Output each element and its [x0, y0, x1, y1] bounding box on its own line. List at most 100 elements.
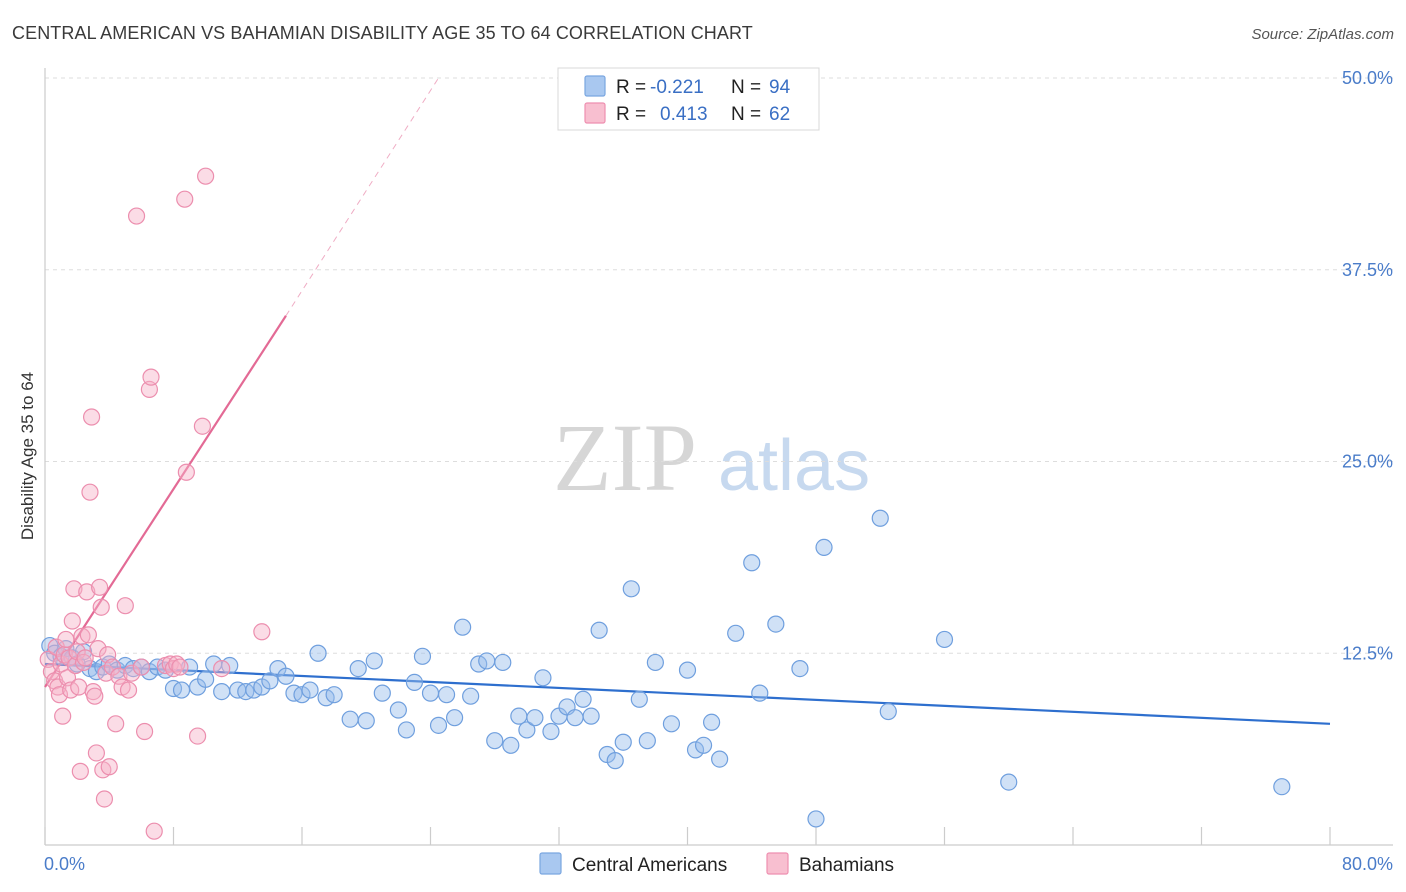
central-americans-point-36 — [309, 644, 327, 662]
bahamians-point-43 — [123, 664, 141, 682]
bahamians-point-22 — [78, 583, 96, 601]
legend-swatch-bahamians — [584, 102, 606, 124]
series-central-americans-points — [41, 509, 1291, 828]
bahamians-point-21 — [76, 649, 94, 667]
bahamians-point-36 — [100, 758, 118, 776]
bahamians-point-5 — [50, 686, 69, 704]
legend-r-label-bahamians: R = — [616, 104, 646, 125]
central-americans-point-51 — [445, 709, 464, 727]
central-americans-point-71 — [606, 752, 624, 770]
axes — [44, 68, 1393, 846]
bahamians-point-52 — [164, 659, 183, 678]
bahamians-point-13 — [63, 612, 81, 630]
trend-lines — [44, 77, 1331, 725]
bahamians-point-14 — [65, 580, 83, 598]
central-americans-point-19 — [172, 681, 191, 699]
central-americans-point-43 — [373, 684, 391, 702]
central-americans-point-50 — [437, 686, 456, 704]
central-americans-point-86 — [767, 615, 785, 633]
central-americans-point-35 — [301, 681, 319, 699]
series-legend-label-bahamians: Bahamians — [799, 855, 894, 876]
central-americans-point-55 — [478, 652, 496, 670]
zipatlas-watermark: ZIP atlas — [553, 404, 870, 511]
bahamians-point-41 — [116, 597, 134, 615]
central-americans-point-46 — [405, 673, 424, 691]
bahamians-point-60 — [213, 659, 231, 678]
gridlines — [45, 77, 1393, 654]
central-americans-point-85 — [751, 684, 769, 702]
central-americans-point-75 — [638, 732, 656, 750]
central-americans-point-84 — [743, 554, 761, 572]
central-americans-point-78 — [678, 661, 697, 679]
series-legend: Central Americans Bahamians — [539, 852, 894, 876]
trendline-central-americans — [44, 662, 1331, 725]
bahamians-point-48 — [142, 368, 160, 386]
bahamians-point-9 — [57, 630, 75, 649]
central-americans-point-61 — [526, 709, 544, 727]
central-americans-point-82 — [711, 750, 729, 768]
bahamians-point-25 — [82, 408, 101, 426]
central-americans-point-94 — [1273, 778, 1291, 796]
bahamians-point-47 — [140, 380, 159, 399]
y-axis-tick-labels: 12.5% 25.0% 37.5% 50.0% — [1342, 68, 1393, 663]
central-americans-point-87 — [791, 659, 809, 678]
central-americans-point-41 — [357, 712, 375, 730]
central-americans-point-69 — [590, 621, 608, 639]
x-tick-label-0: 0.0% — [44, 854, 85, 874]
y-axis-label: Disability Age 35 to 64 — [18, 372, 37, 540]
series-legend-swatch-bahamians — [766, 852, 789, 875]
central-americans-point-56 — [486, 732, 504, 750]
bahamians-point-42 — [119, 681, 138, 699]
central-americans-point-52 — [454, 618, 472, 636]
bahamians-point-57 — [188, 727, 207, 745]
central-americans-point-42 — [365, 652, 383, 670]
correlation-legend: R = -0.221 N = 94 R = 0.413 N = 62 — [557, 67, 820, 131]
legend-n-label-bahamians: N = — [731, 104, 761, 125]
bahamians-point-23 — [79, 626, 97, 644]
central-americans-point-45 — [397, 721, 416, 739]
series-bahamians-points — [39, 167, 271, 840]
bahamians-point-39 — [110, 667, 128, 685]
central-americans-point-57 — [494, 653, 512, 672]
central-americans-point-77 — [662, 715, 681, 733]
trendline-bahamians-extension — [285, 77, 439, 317]
bahamians-point-34 — [97, 664, 115, 682]
bahamians-point-30 — [91, 578, 109, 596]
trendline-bahamians — [44, 315, 287, 688]
central-americans-point-72 — [614, 733, 632, 751]
legend-r-value-central-americans: -0.221 — [650, 77, 704, 98]
legend-r-value-bahamians: 0.413 — [660, 104, 708, 125]
central-americans-point-90 — [871, 509, 889, 527]
bahamians-point-7 — [54, 707, 72, 725]
central-americans-point-67 — [574, 690, 592, 708]
central-americans-point-62 — [534, 669, 552, 687]
bahamians-point-44 — [127, 207, 146, 225]
central-americans-point-24 — [213, 682, 231, 701]
central-americans-point-30 — [261, 672, 279, 690]
bahamians-point-55 — [176, 190, 194, 208]
central-americans-point-47 — [413, 647, 432, 665]
central-americans-point-68 — [582, 707, 600, 725]
bahamians-point-61 — [253, 623, 271, 641]
y-tick-label-0: 12.5% — [1342, 643, 1393, 663]
central-americans-point-80 — [694, 736, 713, 754]
bahamians-point-58 — [193, 417, 212, 435]
central-americans-point-58 — [502, 736, 520, 754]
bahamians-point-19 — [73, 627, 91, 645]
bahamians-point-27 — [86, 687, 104, 705]
central-americans-point-88 — [807, 810, 825, 828]
bahamians-point-28 — [87, 744, 106, 762]
bahamians-point-24 — [81, 483, 99, 501]
bahamians-point-31 — [92, 598, 110, 616]
central-americans-point-40 — [349, 659, 367, 678]
bahamians-point-37 — [103, 658, 122, 676]
source-label: Source: ZipAtlas.com — [1251, 26, 1394, 43]
legend-r-label-central-americans: R = — [616, 77, 646, 98]
central-americans-point-66 — [566, 709, 584, 727]
bahamians-point-17 — [70, 678, 88, 696]
bahamians-point-46 — [135, 722, 154, 741]
x-tick-label-1: 80.0% — [1342, 854, 1393, 874]
central-americans-point-92 — [935, 630, 954, 649]
central-americans-point-83 — [727, 624, 745, 642]
